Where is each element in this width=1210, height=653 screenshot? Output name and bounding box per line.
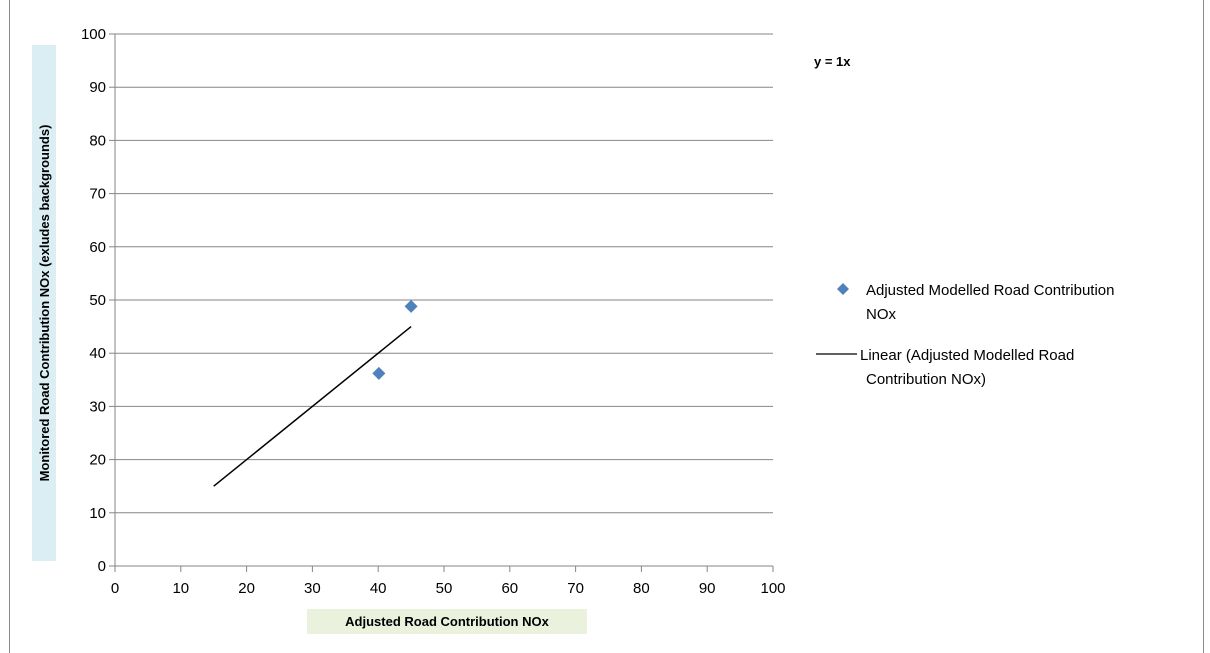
y-tick-label: 100	[81, 26, 106, 43]
legend-label-series-2: Linear (Adjusted Modelled Road Contribut…	[860, 347, 1078, 388]
axes	[114, 34, 773, 567]
x-tick-label: 20	[238, 580, 255, 597]
plot-area	[213, 299, 418, 487]
data-point	[372, 366, 386, 380]
x-tick-label: 90	[699, 580, 716, 597]
y-tick-label: 20	[89, 452, 106, 469]
y-tick-labels: 0 10 20 30 40 50 60 70 80 90 100	[81, 26, 106, 575]
grid-lines	[109, 33, 774, 572]
legend-label-series-1: Adjusted Modelled Road Contribution NOx	[866, 282, 1119, 323]
data-point	[404, 299, 418, 313]
trendline-equation: y = 1x	[814, 54, 851, 69]
x-tick-labels: 0 10 20 30 40 50 60 70 80 90 100	[111, 580, 786, 597]
y-axis-title-bg	[32, 45, 56, 561]
trendline	[213, 326, 412, 487]
y-tick-label: 0	[98, 558, 106, 575]
x-tick-label: 100	[760, 580, 785, 597]
y-tick-label: 60	[89, 239, 106, 256]
y-tick-label: 80	[89, 132, 106, 149]
y-tick-label: 50	[89, 292, 106, 309]
x-axis-title-bg	[307, 609, 587, 634]
legend-diamond-marker	[837, 283, 849, 295]
x-tick-label: 50	[436, 580, 453, 597]
y-axis-title: Monitored Road Contribution NOx (exludes…	[37, 125, 52, 482]
x-axis-title: Adjusted Road Contribution NOx	[345, 614, 549, 629]
chart-frame	[9, 0, 1204, 653]
y-tick-label: 90	[89, 79, 106, 96]
x-tick-label: 70	[567, 580, 584, 597]
x-tick-label: 60	[501, 580, 518, 597]
legend: Adjusted Modelled Road Contribution NOx …	[816, 282, 1119, 388]
y-tick-label: 70	[89, 186, 106, 203]
y-tick-label: 40	[89, 345, 106, 362]
x-tick-label: 0	[111, 580, 119, 597]
x-tick-label: 80	[633, 580, 650, 597]
x-tick-label: 30	[304, 580, 321, 597]
y-tick-label: 10	[89, 505, 106, 522]
y-tick-label: 30	[89, 398, 106, 415]
x-tick-label: 40	[370, 580, 387, 597]
x-tick-label: 10	[172, 580, 189, 597]
